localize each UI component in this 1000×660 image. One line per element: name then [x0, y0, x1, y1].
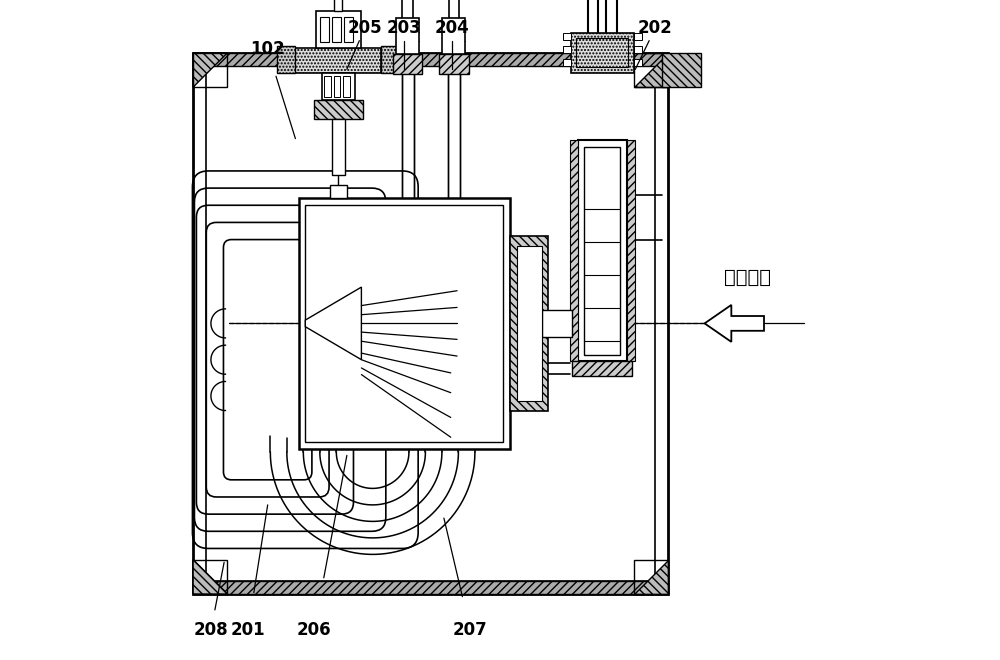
Bar: [322, 73, 355, 100]
Bar: [563, 46, 571, 53]
Text: 206: 206: [297, 621, 331, 640]
Polygon shape: [634, 560, 668, 594]
Bar: [299, 198, 510, 449]
Bar: [442, 18, 465, 54]
Bar: [627, 140, 635, 361]
Bar: [563, 33, 571, 40]
Text: 201: 201: [231, 621, 265, 640]
Bar: [277, 46, 295, 73]
Text: 205: 205: [347, 19, 382, 38]
Bar: [634, 33, 642, 40]
Bar: [193, 581, 668, 594]
Text: 203: 203: [387, 19, 422, 38]
Bar: [634, 560, 668, 594]
Bar: [344, 17, 353, 42]
Bar: [332, 17, 341, 42]
Bar: [334, 76, 340, 97]
Bar: [542, 310, 572, 337]
Bar: [572, 361, 632, 376]
Bar: [396, 18, 419, 54]
Polygon shape: [193, 560, 227, 594]
Bar: [314, 100, 363, 119]
Bar: [320, 17, 329, 42]
Bar: [193, 53, 668, 66]
Polygon shape: [193, 53, 227, 87]
Bar: [576, 38, 628, 67]
Bar: [324, 76, 331, 97]
Text: 202: 202: [638, 19, 672, 38]
Bar: [570, 140, 578, 361]
Bar: [578, 140, 627, 361]
Bar: [393, 54, 422, 74]
Bar: [316, 11, 361, 48]
Bar: [571, 33, 634, 73]
Bar: [334, 0, 342, 11]
Bar: [193, 53, 668, 594]
Polygon shape: [705, 305, 764, 342]
Bar: [584, 147, 620, 354]
Bar: [295, 48, 381, 73]
Bar: [332, 119, 345, 175]
Polygon shape: [305, 287, 361, 360]
Polygon shape: [193, 560, 227, 594]
Text: 102: 102: [250, 40, 285, 59]
Bar: [343, 76, 350, 97]
Bar: [634, 59, 642, 66]
Text: 排气方向: 排气方向: [724, 268, 771, 287]
Bar: [662, 53, 701, 87]
Bar: [510, 236, 548, 411]
Text: 204: 204: [434, 19, 469, 38]
Polygon shape: [634, 53, 668, 87]
Bar: [381, 46, 401, 73]
Bar: [305, 205, 503, 442]
Bar: [563, 59, 571, 66]
Bar: [193, 53, 227, 87]
Bar: [516, 246, 542, 401]
Bar: [634, 46, 642, 53]
Bar: [634, 53, 668, 87]
Bar: [330, 185, 347, 198]
Bar: [439, 54, 469, 74]
Bar: [193, 560, 227, 594]
Text: 207: 207: [453, 621, 488, 640]
Bar: [206, 66, 655, 581]
Text: 208: 208: [194, 621, 228, 640]
